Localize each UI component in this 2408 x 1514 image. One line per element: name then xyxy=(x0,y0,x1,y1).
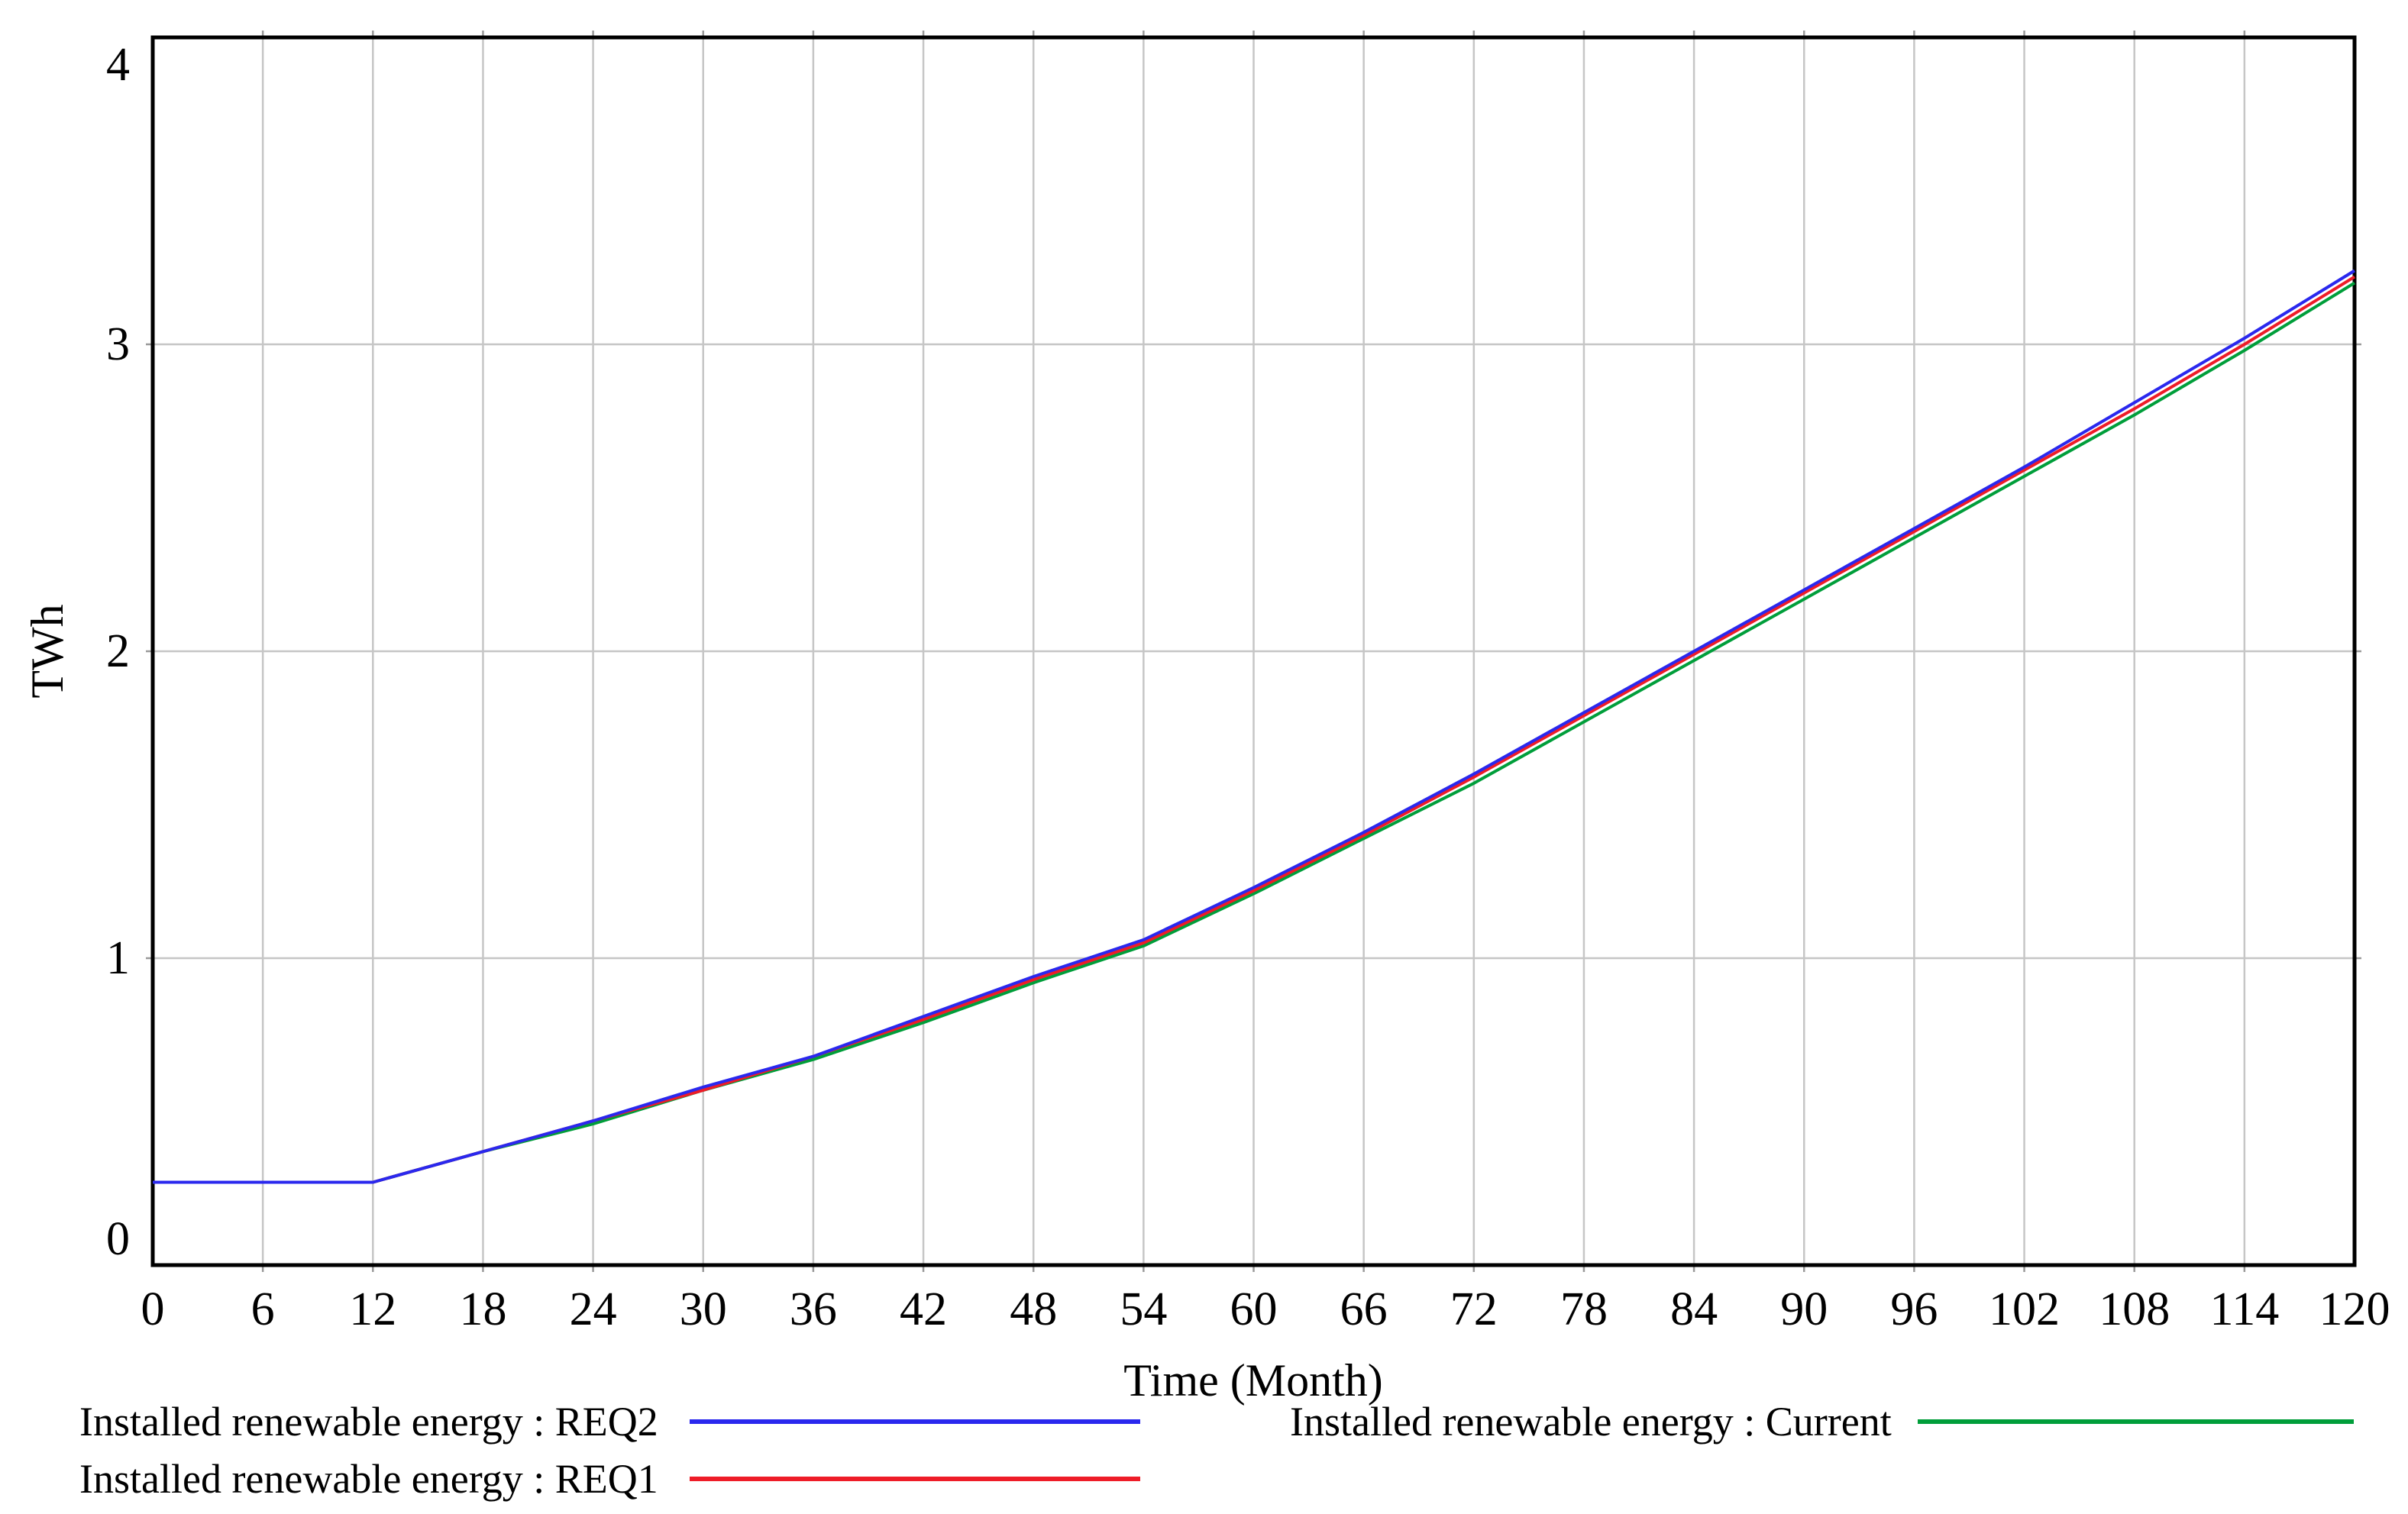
x-tick-label: 66 xyxy=(1340,1283,1388,1335)
x-tick-label: 96 xyxy=(1890,1283,1938,1335)
x-tick-label: 24 xyxy=(569,1283,617,1335)
legend-label: Installed renewable energy : REQ1 xyxy=(79,1456,658,1502)
x-tick-label: 30 xyxy=(679,1283,727,1335)
y-tick-label: 4 xyxy=(106,39,130,91)
x-tick-label: 12 xyxy=(349,1283,397,1335)
x-tick-label: 120 xyxy=(2319,1283,2390,1335)
data-line xyxy=(153,269,2356,1184)
y-axis-title: TWh xyxy=(22,604,73,699)
x-tick-label: 42 xyxy=(900,1283,948,1335)
x-tick-label: 90 xyxy=(1780,1283,1828,1335)
x-axis-title: Time (Month) xyxy=(1123,1355,1383,1406)
x-tick-label: 54 xyxy=(1120,1283,1168,1335)
x-tick-label: 84 xyxy=(1670,1283,1718,1335)
y-tick-label: 3 xyxy=(106,318,130,370)
x-tick-label: 6 xyxy=(250,1283,275,1335)
x-tick-label: 78 xyxy=(1560,1283,1608,1335)
y-tick-label: 2 xyxy=(106,625,130,677)
y-tick-label: 1 xyxy=(106,932,130,984)
x-tick-label: 0 xyxy=(141,1283,165,1335)
plot-frame xyxy=(150,35,2357,1267)
x-tick-label: 108 xyxy=(2099,1283,2170,1335)
x-tick-label: 102 xyxy=(1989,1283,2061,1335)
x-tick-label: 48 xyxy=(1010,1283,1058,1335)
legend-line-swatch xyxy=(690,1477,1140,1481)
legend-line-swatch xyxy=(690,1419,1140,1424)
x-tick-label: 72 xyxy=(1450,1283,1498,1335)
y-tick-label: 0 xyxy=(106,1213,130,1265)
x-tick-label: 114 xyxy=(2209,1283,2280,1335)
x-tick-label: 36 xyxy=(789,1283,837,1335)
x-tick-label: 18 xyxy=(459,1283,507,1335)
legend-line-swatch xyxy=(1918,1419,2354,1424)
legend-label: Installed renewable energy : REQ2 xyxy=(79,1399,658,1445)
legend-label: Installed renewable energy : Current xyxy=(1290,1399,1892,1445)
x-tick-label: 60 xyxy=(1230,1283,1278,1335)
